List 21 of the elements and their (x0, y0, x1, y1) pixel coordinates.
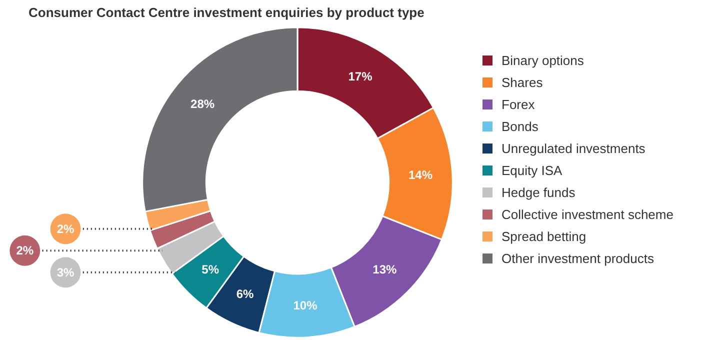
legend-label: Bonds (502, 119, 539, 134)
data-label: 2% (56, 222, 74, 236)
data-label: 28% (190, 96, 215, 111)
data-label: 6% (236, 287, 254, 302)
legend-label: Spread betting (502, 229, 586, 244)
data-label: 17% (348, 69, 373, 84)
chart-title: Consumer Contact Centre investment enquiries by product type (28, 5, 424, 20)
legend-label: Unregulated investments (502, 141, 646, 156)
legend-label: Forex (502, 97, 536, 112)
legend-label: Binary options (502, 53, 584, 68)
data-label: 13% (372, 262, 397, 277)
data-label: 5% (202, 262, 220, 277)
data-label: 2% (16, 244, 34, 258)
data-label: 14% (408, 168, 433, 182)
data-label: 10% (293, 298, 318, 313)
legend-label: Shares (502, 75, 544, 90)
legend-label: Collective investment scheme (502, 207, 674, 222)
legend-label: Hedge funds (502, 185, 576, 200)
legend-label: Equity ISA (502, 163, 563, 178)
legend-label: Other investment products (502, 251, 654, 266)
data-label: 3% (56, 265, 74, 280)
